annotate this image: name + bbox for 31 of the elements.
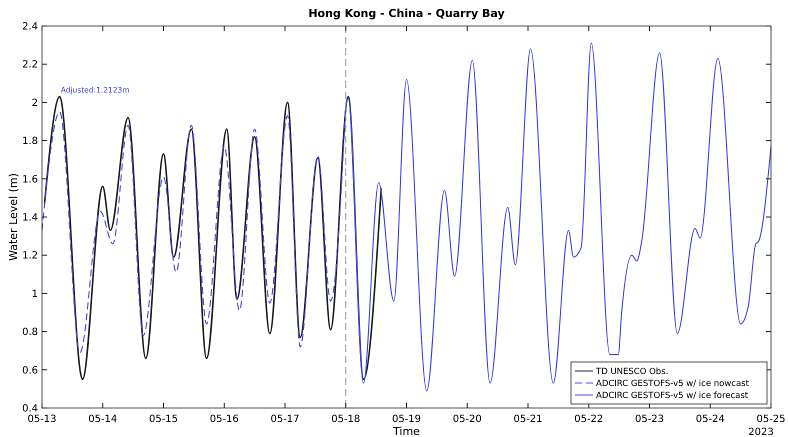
text: 2023 [748,427,774,437]
chart-title: Hong Kong - China - Quarry Bay [308,7,505,20]
x-tick-label: 05-18 [331,414,360,425]
legend-label: ADCIRC GESTOFS-v5 w/ ice forecast [596,390,749,401]
x-tick-label: 05-16 [210,414,239,425]
y-tick-label: 1 [32,288,38,300]
y-tick-label: 1.8 [22,136,38,148]
x-tick-label: 05-20 [452,414,482,425]
y-tick-label: 1.2 [22,250,38,262]
y-tick-label: 0.4 [22,404,38,414]
y-tick-label: 2.4 [22,22,38,32]
x-tick-label: 05-21 [513,414,543,425]
x-tick-label: 05-15 [148,414,178,425]
x-tick-label: 05-24 [696,414,725,425]
y-axis-title: Water Level (m) [7,173,20,261]
y-tick-label: 0.6 [22,365,38,376]
legend-label: TD UNESCO Obs. [595,366,668,377]
x-axis-title: Time [392,425,420,437]
y-tick-label: 1.4 [22,212,38,224]
x-tick-label: 05-25 [756,414,786,425]
x-tick-label: 05-17 [270,414,300,425]
y-tick-label: 2.2 [22,60,38,71]
x-tick-label: 05-13 [27,414,57,425]
y-tick-label: 0.8 [22,327,38,338]
y-tick-label: 1.6 [22,174,38,186]
legend-label: ADCIRC GESTOFS-v5 w/ ice nowcast [596,378,750,389]
x-tick-label: 05-22 [574,414,604,425]
x-tick-label: 05-14 [88,414,118,425]
x-tick-label: 05-23 [634,414,664,425]
y-tick-label: 2 [32,98,38,109]
x-tick-label: 05-19 [392,414,422,425]
